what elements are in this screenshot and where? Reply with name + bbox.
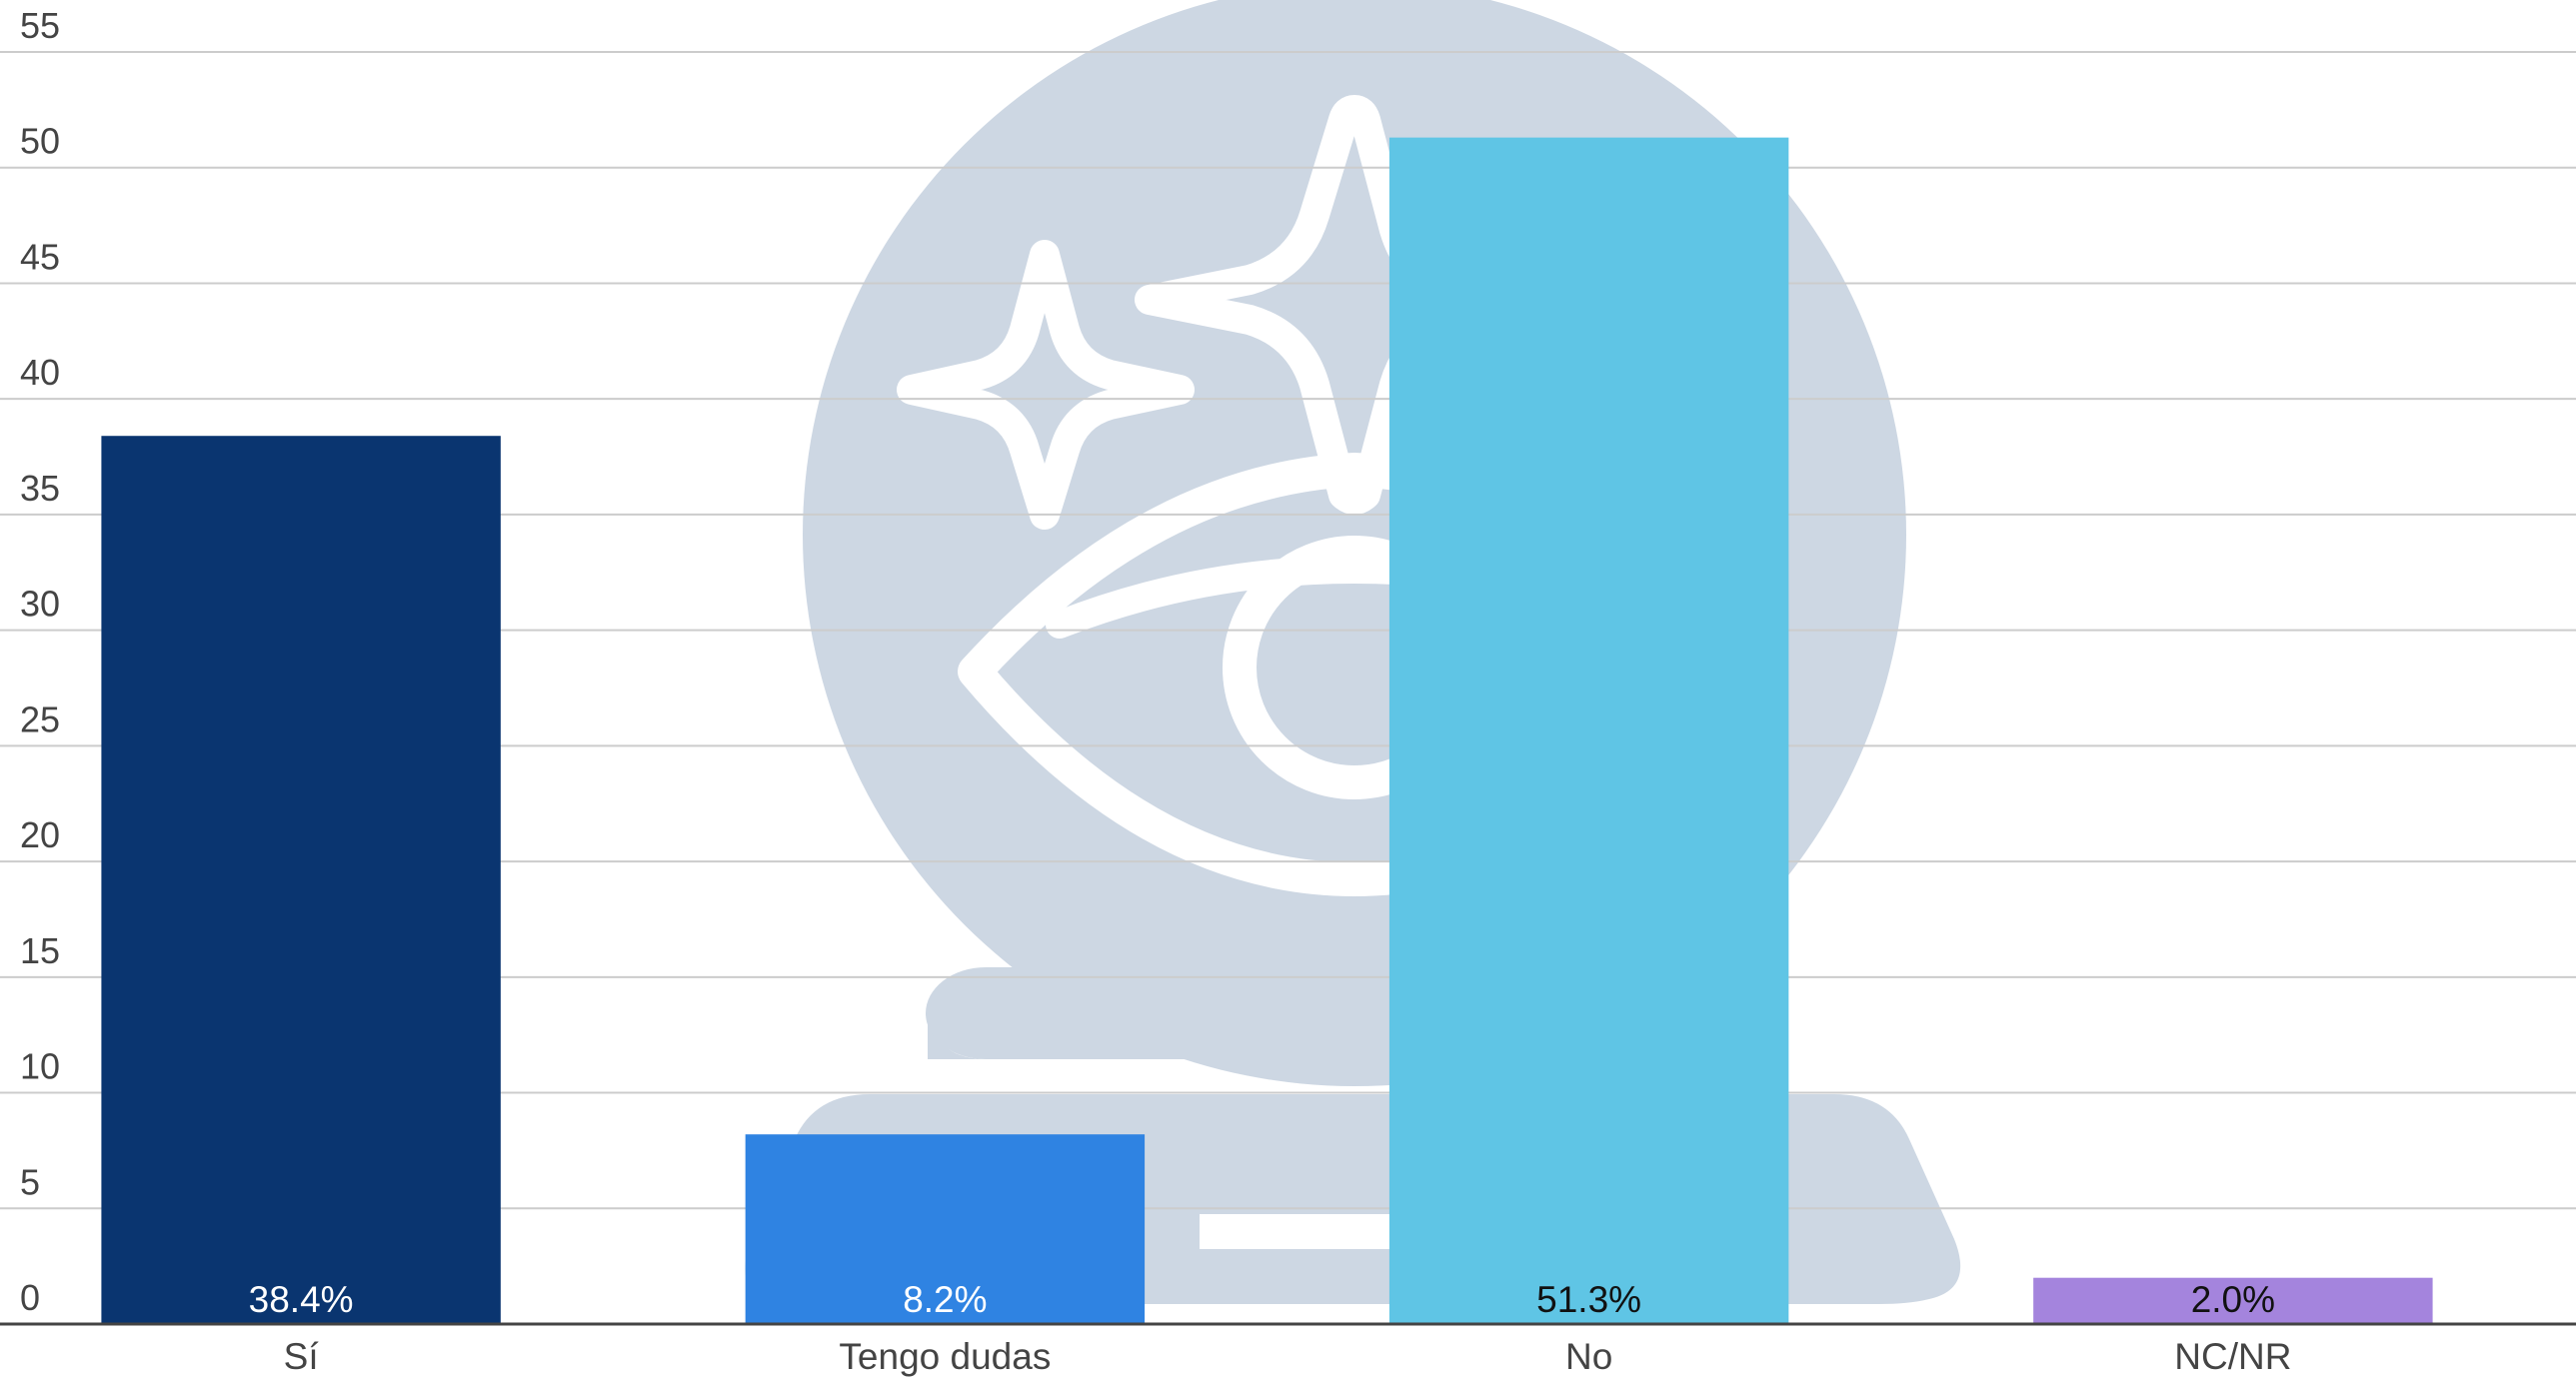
y-axis-ticks: 0 5 10 15 20 25 30 35 40 45 50 55 (20, 5, 60, 1318)
y-tick-label: 10 (20, 1046, 60, 1087)
y-tick-label: 45 (20, 236, 60, 277)
y-tick-label: 55 (20, 5, 60, 46)
y-tick-label: 0 (20, 1277, 40, 1318)
y-tick-label: 30 (20, 584, 60, 625)
data-label: 51.3% (1536, 1279, 1641, 1320)
y-tick-label: 35 (20, 468, 60, 509)
bar-4 (2033, 1277, 2433, 1324)
y-tick-label: 5 (20, 1161, 40, 1202)
x-axis-labels: Sí Tengo dudas No NC/NR (284, 1336, 2292, 1377)
data-label: 8.2% (903, 1279, 987, 1320)
x-tick-label: Sí (284, 1336, 320, 1377)
y-tick-label: 40 (20, 352, 60, 393)
bar-1 (101, 436, 501, 1324)
data-label: 2.0% (2191, 1279, 2275, 1320)
y-tick-label: 15 (20, 930, 60, 971)
bars (101, 137, 2433, 1324)
bar-3 (1388, 137, 1789, 1324)
x-tick-label: NC/NR (2174, 1336, 2291, 1377)
data-labels: 38.4% 8.2% 51.3% 2.0% (249, 1279, 2275, 1320)
y-tick-label: 50 (20, 121, 60, 162)
x-tick-label: No (1565, 1336, 1612, 1377)
bar-2 (745, 1134, 1146, 1324)
data-label: 38.4% (249, 1279, 354, 1320)
x-tick-label: Tengo dudas (839, 1336, 1051, 1377)
y-tick-label: 20 (20, 814, 60, 855)
y-tick-label: 25 (20, 698, 60, 739)
